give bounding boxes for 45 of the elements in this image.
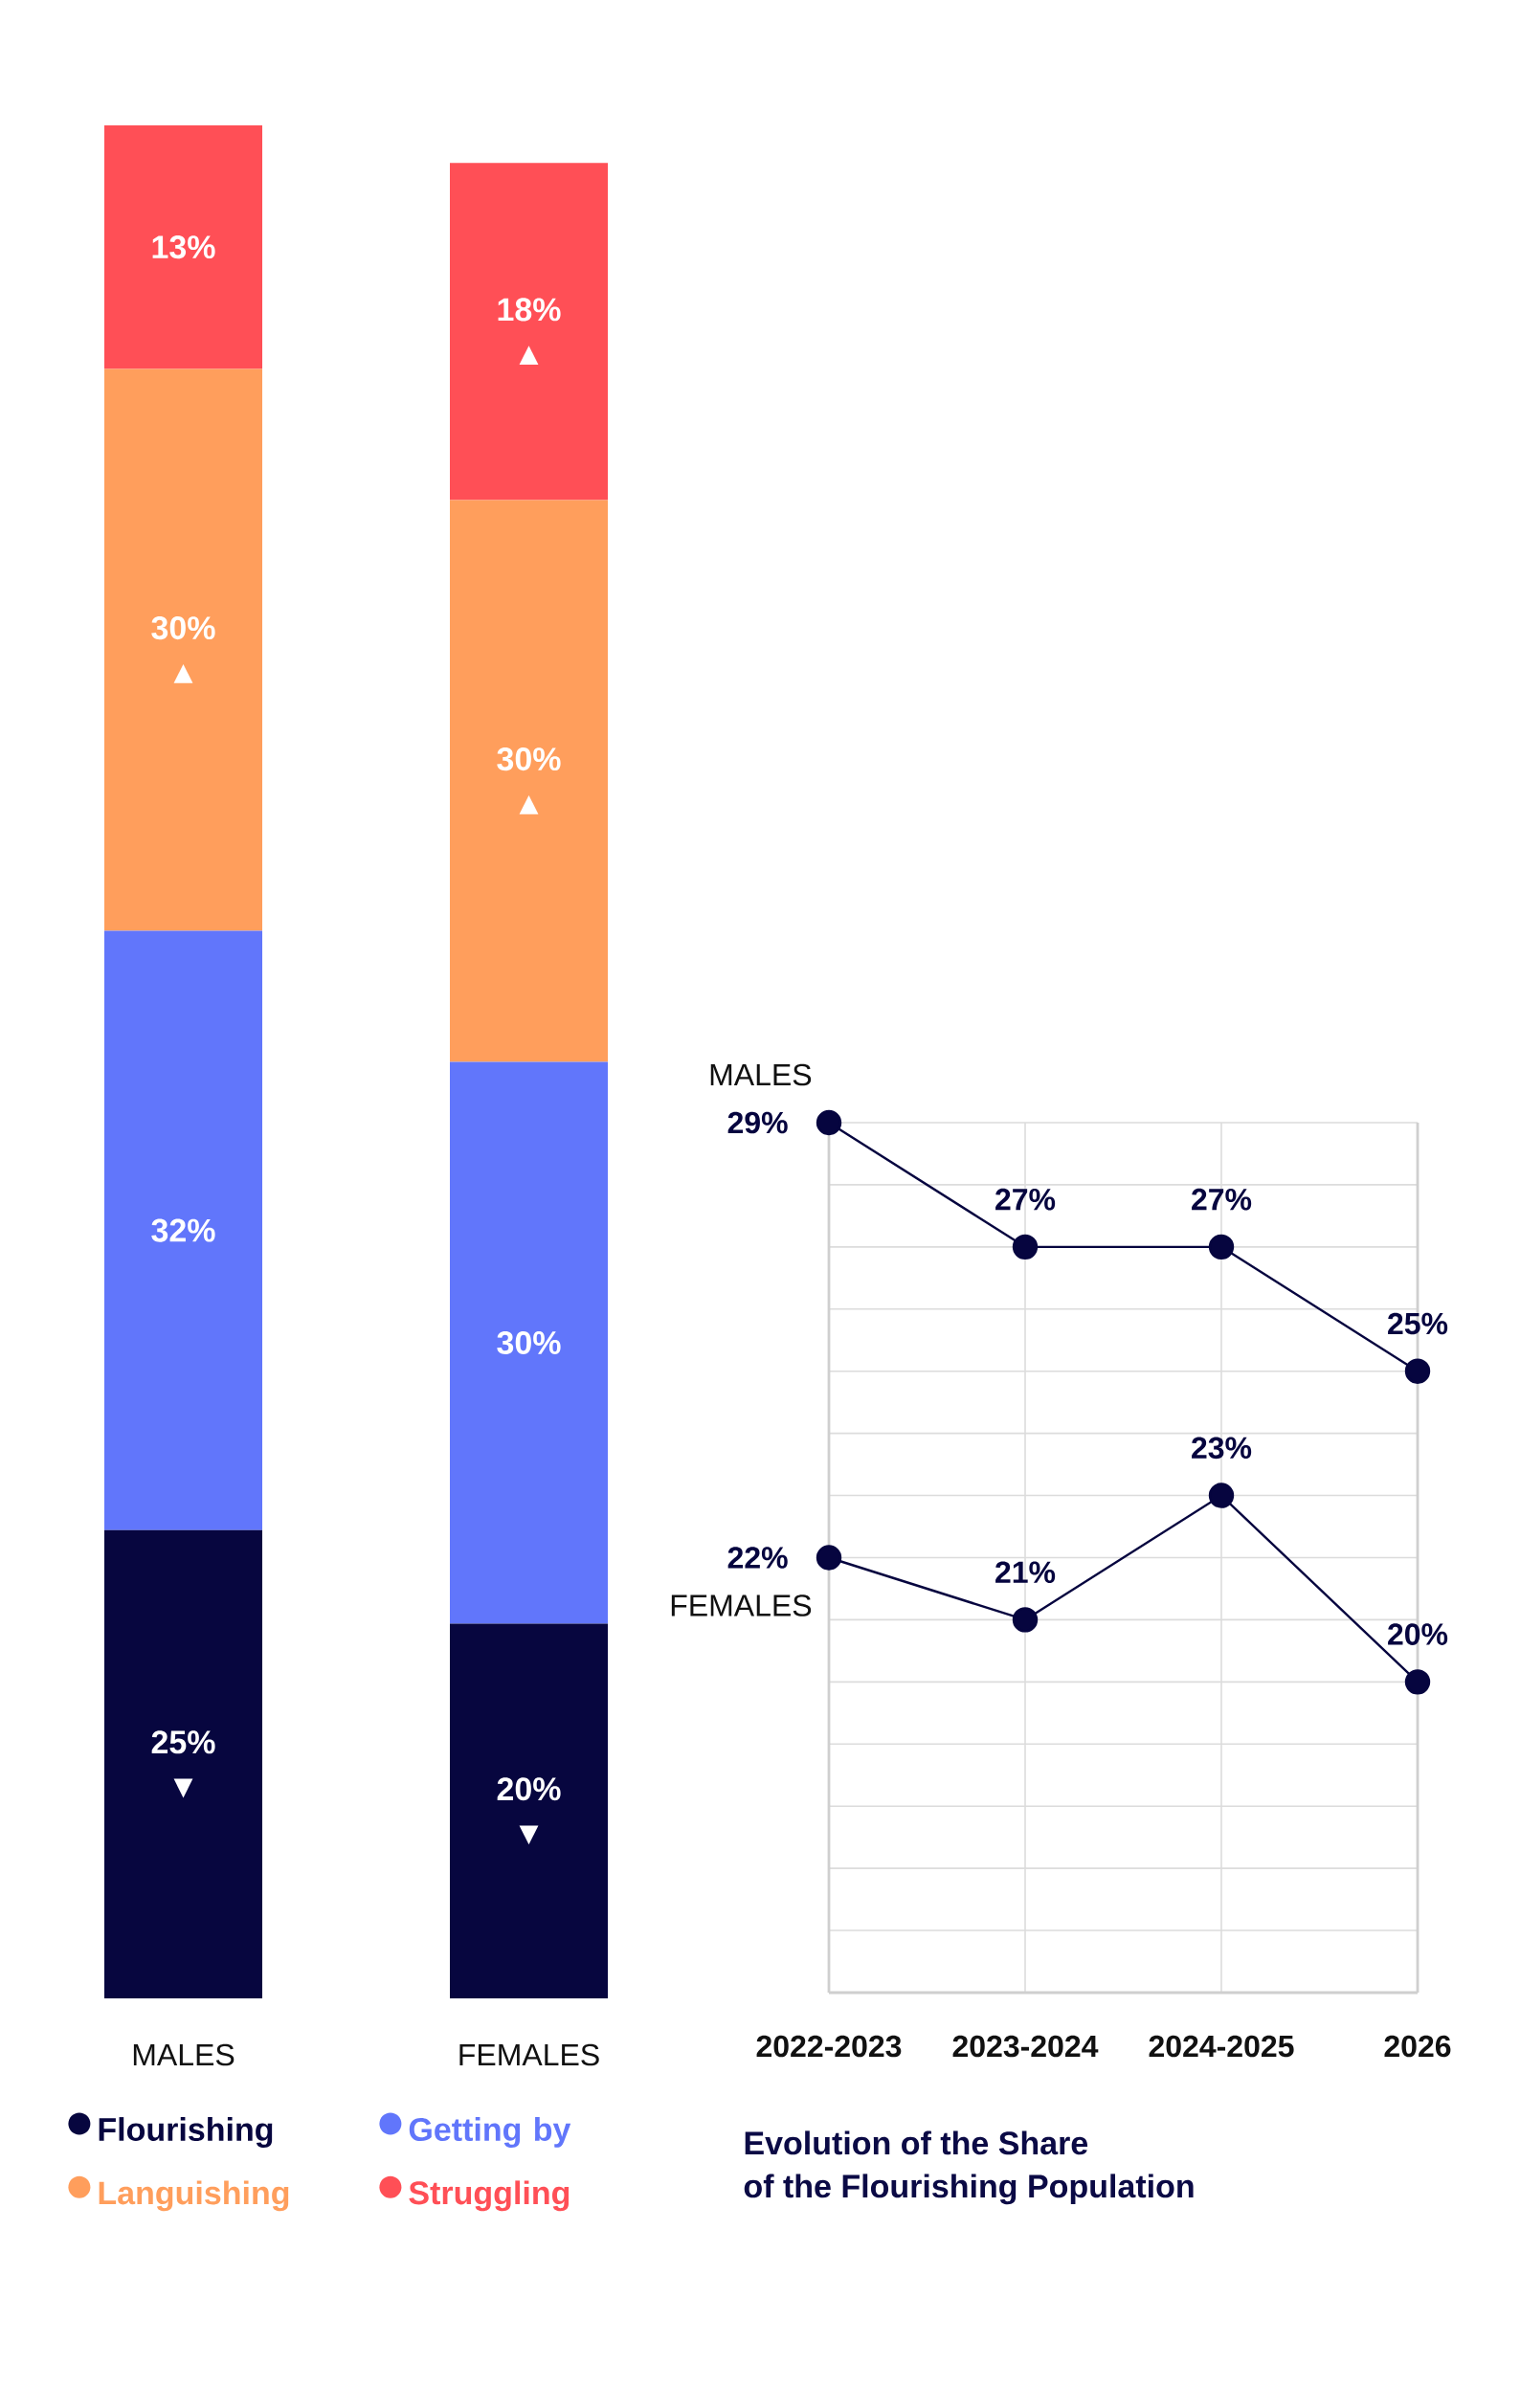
data-label: 22% [727, 1547, 788, 1569]
legend-label: Languishing [99, 2180, 289, 2212]
bar [104, 1529, 262, 1998]
data-label: 30% ▲ [497, 747, 561, 814]
data-label: 18% ▲ [498, 298, 561, 366]
data-label: 20% [1388, 1623, 1448, 1645]
data-label: 25% ▼ [151, 1730, 215, 1798]
x-tick-label: FEMALES [459, 2043, 599, 2066]
x-tick-label: 2024-2025 [1149, 2035, 1294, 2058]
data-label: 30% [497, 1330, 561, 1355]
x-tick-label: 2023-2024 [952, 2035, 1099, 2058]
point [1208, 1483, 1235, 1508]
point [1012, 1234, 1039, 1260]
x-tick-label: 2022-2023 [756, 2035, 902, 2058]
bar [450, 500, 608, 1062]
bar [104, 124, 262, 369]
bar [450, 1061, 608, 1624]
series-label: MALES [710, 1063, 812, 1086]
legend-label: Flourishing [99, 2117, 273, 2148]
point [1012, 1607, 1039, 1633]
point [1404, 1669, 1431, 1695]
x-tick-label: MALES [133, 2043, 235, 2066]
series-label: FEMALES [671, 1594, 812, 1616]
legend-label: Getting by [409, 2117, 571, 2148]
data-label: 29% [727, 1111, 788, 1134]
data-label: 23% [1192, 1437, 1252, 1460]
bar [104, 930, 262, 1530]
data-label: 25% [1388, 1312, 1448, 1335]
point [1208, 1234, 1235, 1260]
bar [104, 368, 262, 931]
text: Evolution of the Share of the Flourishing Population [744, 2130, 1194, 2205]
bar [450, 1623, 608, 1998]
x-tick-label: 2026 [1384, 2035, 1451, 2058]
point [816, 1109, 842, 1136]
data-label: 27% [1192, 1188, 1252, 1211]
bar [450, 163, 608, 501]
legend-label: Struggling [409, 2180, 570, 2212]
data-label: 21% [995, 1561, 1056, 1584]
point [816, 1545, 842, 1571]
data-label: 30% ▲ [151, 616, 215, 683]
data-label: 13% [152, 235, 215, 259]
data-label: 20% ▼ [497, 1777, 561, 1845]
data-label: 32% [151, 1218, 215, 1242]
data-label: 27% [995, 1188, 1056, 1211]
point [1404, 1358, 1431, 1384]
